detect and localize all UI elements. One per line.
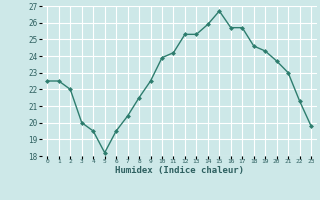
X-axis label: Humidex (Indice chaleur): Humidex (Indice chaleur) bbox=[115, 166, 244, 175]
